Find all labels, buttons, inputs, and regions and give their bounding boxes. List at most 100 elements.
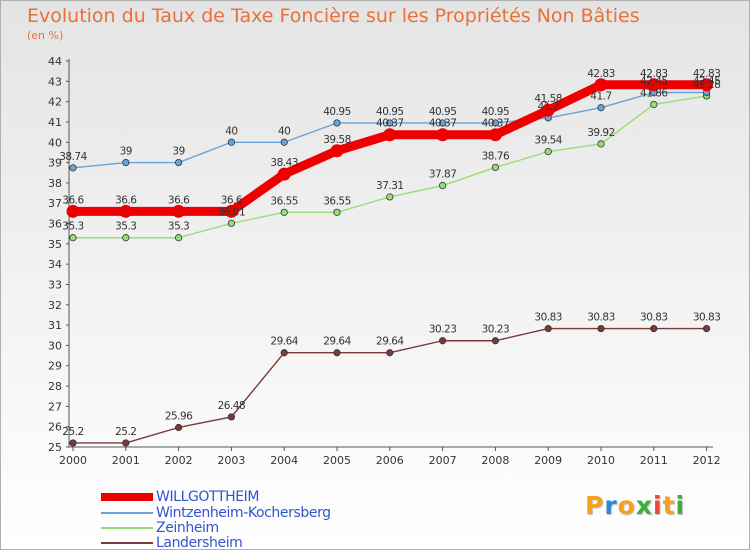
data-point-willgottheim (541, 103, 555, 117)
legend-item-wintzenheim-kochersberg: Wintzenheim-Kochersberg (101, 505, 331, 521)
data-point-zeinheim (122, 234, 130, 242)
data-point-landersheim (386, 349, 394, 357)
data-label-landersheim: 30.83 (693, 312, 721, 324)
data-label-landersheim: 29.64 (323, 336, 351, 348)
logo-letter: x (635, 491, 653, 520)
y-tick-label: 29 (48, 360, 62, 373)
data-point-wintzenheim-kochersberg (597, 104, 605, 112)
data-label-willgottheim: 36.6 (168, 194, 190, 206)
y-tick-label: 37 (48, 197, 62, 210)
data-point-landersheim (438, 337, 447, 345)
data-label-wintzenheim-kochersberg: 42.45 (693, 75, 721, 87)
data-label-zeinheim: 36.55 (270, 195, 298, 207)
data-label-wintzenheim-kochersberg: 40.95 (323, 106, 351, 118)
proxiti-logo: Proxiti (585, 491, 685, 520)
data-point-landersheim (650, 324, 658, 333)
data-point-zeinheim (386, 193, 394, 201)
data-label-landersheim: 29.64 (270, 336, 298, 348)
legend-swatch-zeinheim (101, 527, 153, 529)
data-point-zeinheim (597, 140, 605, 148)
data-point-willgottheim (224, 204, 238, 218)
data-point-zeinheim (650, 100, 658, 109)
chart-subtitle: (en %) (27, 29, 64, 42)
data-point-wintzenheim-kochersberg (122, 158, 130, 167)
data-label-zeinheim: 36.01 (218, 206, 246, 218)
data-label-willgottheim: 36.6 (62, 194, 84, 206)
x-tick-label: 2011 (640, 454, 668, 467)
x-tick-label: 2012 (693, 454, 721, 467)
data-label-landersheim: 30.83 (587, 312, 615, 324)
data-label-willgottheim: 41.58 (534, 93, 562, 105)
data-point-landersheim (280, 349, 288, 357)
data-label-zeinheim: 36.55 (323, 195, 351, 207)
data-label-wintzenheim-kochersberg: 40 (225, 125, 237, 137)
x-tick-label: 2005 (323, 454, 351, 467)
y-tick-label: 40 (48, 136, 62, 149)
data-point-willgottheim (436, 128, 450, 142)
x-tick-label: 2008 (481, 454, 509, 467)
data-label-landersheim: 29.64 (376, 336, 404, 348)
y-tick-label: 34 (48, 258, 62, 271)
x-tick-label: 2003 (217, 454, 245, 467)
y-tick-label: 42 (48, 96, 62, 109)
data-label-willgottheim: 40.37 (429, 118, 457, 130)
logo-letter: t (662, 491, 676, 520)
data-point-landersheim (597, 324, 605, 333)
legend-swatch-landersheim (101, 542, 153, 544)
data-label-zeinheim: 35.3 (62, 221, 83, 233)
chart-title: Evolution du Taux de Taxe Foncière sur l… (27, 5, 640, 27)
legend-label-willgottheim: WILLGOTTHEIM (156, 489, 260, 505)
data-label-zeinheim: 37.87 (429, 169, 457, 181)
data-point-willgottheim (488, 128, 502, 142)
data-label-zeinheim: 37.31 (376, 180, 404, 192)
data-point-landersheim (702, 324, 711, 333)
data-label-landersheim: 25.2 (62, 426, 83, 438)
data-label-wintzenheim-kochersberg: 40.95 (482, 106, 510, 118)
data-point-landersheim (544, 324, 552, 333)
data-label-willgottheim: 42.83 (640, 68, 668, 80)
data-point-wintzenheim-kochersberg (491, 119, 499, 127)
data-label-willgottheim: 38.43 (270, 157, 298, 169)
data-point-landersheim (333, 349, 341, 357)
data-label-zeinheim: 39.92 (587, 127, 615, 139)
data-point-zeinheim (333, 208, 341, 216)
legend-swatch-wintzenheim-kochersberg (101, 512, 153, 514)
data-label-willgottheim: 40.37 (376, 118, 404, 130)
x-tick-label: 2002 (165, 454, 193, 467)
data-label-landersheim: 30.83 (534, 312, 562, 324)
data-point-willgottheim (119, 204, 133, 218)
logo-letter: i (653, 491, 663, 520)
logo-letter: P (585, 491, 605, 520)
data-point-zeinheim (280, 208, 288, 216)
data-label-zeinheim: 41.86 (640, 87, 668, 99)
data-point-willgottheim (277, 167, 291, 181)
data-label-landersheim: 30.83 (640, 312, 668, 324)
legend-label-wintzenheim-kochersberg: Wintzenheim-Kochersberg (156, 505, 331, 521)
y-tick-label: 38 (48, 177, 62, 190)
data-label-zeinheim: 35.3 (168, 221, 189, 233)
y-tick-label: 44 (48, 55, 62, 68)
y-tick-label: 32 (48, 299, 62, 312)
data-point-landersheim (227, 413, 235, 421)
data-point-landersheim (122, 439, 130, 447)
data-point-landersheim (491, 337, 499, 345)
series-line-willgottheim (68, 80, 712, 216)
data-point-willgottheim (330, 144, 344, 158)
data-label-wintzenheim-kochersberg: 42.45 (640, 75, 668, 87)
y-tick-label: 26 (48, 421, 62, 434)
x-tick-label: 2010 (587, 454, 615, 467)
y-tick-label: 41 (48, 116, 62, 129)
data-point-zeinheim (69, 234, 77, 242)
data-label-wintzenheim-kochersberg: 41.7 (590, 91, 611, 103)
data-label-landersheim: 30.23 (429, 324, 457, 336)
data-point-zeinheim (438, 181, 447, 190)
legend-item-zeinheim: Zeinheim (101, 520, 219, 536)
data-point-wintzenheim-kochersberg (175, 158, 183, 167)
x-tick-label: 2007 (429, 454, 457, 467)
data-point-wintzenheim-kochersberg (386, 119, 394, 127)
y-tick-label: 35 (48, 238, 62, 251)
data-label-willgottheim: 39.58 (323, 134, 351, 146)
data-label-zeinheim: 38.76 (482, 150, 510, 162)
